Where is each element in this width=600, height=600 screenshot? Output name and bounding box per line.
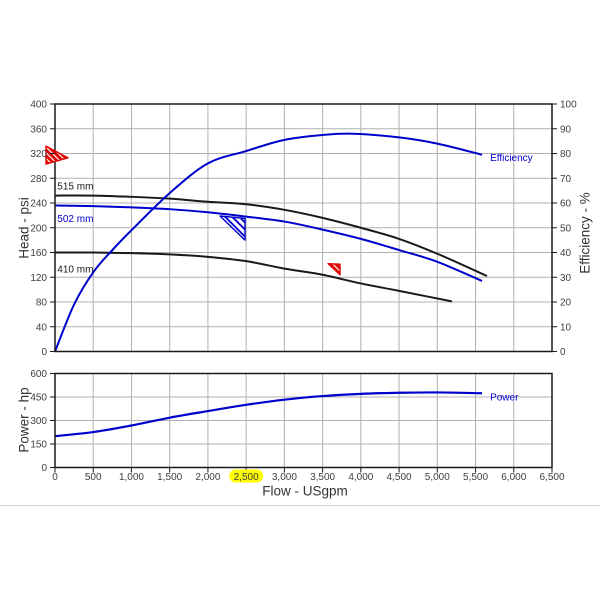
power-tick-label: 150: [30, 440, 47, 451]
power-tick-label: 300: [30, 416, 47, 427]
curve-410-mm: [54, 251, 453, 303]
flow-tick-label: 1,500: [157, 472, 182, 483]
head-tick-label: 360: [30, 124, 47, 135]
gridlines: [55, 104, 552, 468]
flow-tick-label: 6,000: [501, 472, 526, 483]
efficiency-tick-label: 50: [560, 223, 572, 234]
flow-tick-label: 4,000: [348, 472, 373, 483]
efficiency-axis-title: Efficiency - %: [577, 192, 593, 274]
head-tick-label: 280: [30, 174, 47, 185]
flow-tick-label: 500: [85, 472, 102, 483]
blue-triangle-marker-duty: [219, 215, 246, 241]
flow-axis-title: Flow - USgpm: [262, 483, 348, 499]
efficiency-tick-label: 80: [560, 149, 572, 160]
head-tick-label: 0: [41, 347, 47, 358]
flow-tick-label: 4,500: [387, 472, 412, 483]
curve-label-power: Power: [490, 392, 519, 403]
power-axis-title: Power - hp: [16, 387, 32, 453]
flow-tick-label: 6,500: [539, 472, 564, 483]
flow-tick-label: 2,500: [234, 472, 259, 483]
efficiency-tick-label: 0: [560, 347, 566, 358]
head-tick-label: 320: [30, 149, 47, 160]
efficiency-tick-label: 20: [560, 298, 572, 309]
red-triangle-marker-left: [45, 145, 69, 165]
efficiency-tick-label: 100: [560, 100, 577, 111]
curve-515-mm: [54, 194, 488, 277]
power-tick-label: 0: [41, 463, 47, 474]
flow-tick-label: 0: [52, 472, 58, 483]
head-tick-label: 400: [30, 100, 47, 111]
highlighted-flow-tick: [229, 469, 264, 483]
efficiency-tick-label: 60: [560, 199, 572, 210]
efficiency-tick-label: 30: [560, 273, 572, 284]
head-tick-label: 40: [36, 322, 48, 333]
panel-divider: [0, 505, 600, 506]
power-tick-label: 450: [30, 393, 47, 404]
red-triangle-marker-right: [327, 262, 341, 276]
curve-label-efficiency: Efficiency: [490, 153, 533, 164]
flow-tick-label: 3,500: [310, 472, 335, 483]
flow-tick-label: 3,000: [272, 472, 297, 483]
curve-efficiency: [54, 132, 483, 352]
efficiency-tick-label: 90: [560, 124, 572, 135]
head-tick-label: 160: [30, 248, 47, 259]
efficiency-tick-label: 70: [560, 174, 572, 185]
efficiency-tick-label: 10: [560, 322, 572, 333]
head-axis-title: Head - psi: [16, 197, 32, 259]
flow-tick-label: 1,000: [119, 472, 144, 483]
curve-label-410-mm: 410 mm: [57, 264, 93, 275]
head-tick-label: 80: [36, 298, 48, 309]
power-tick-label: 600: [30, 369, 47, 380]
axis-ticks: [50, 103, 557, 473]
flow-tick-label: 2,000: [195, 472, 220, 483]
head-tick-label: 240: [30, 199, 47, 210]
curve-label-502-mm: 502 mm: [57, 214, 93, 225]
flow-tick-label: 5,000: [425, 472, 450, 483]
curve-power: [54, 391, 483, 438]
flow-tick-label: 5,500: [463, 472, 488, 483]
head-tick-label: 120: [30, 273, 47, 284]
head-tick-label: 200: [30, 223, 47, 234]
efficiency-tick-label: 40: [560, 248, 572, 259]
curve-label-515-mm: 515 mm: [57, 181, 93, 192]
curve-502-mm: [54, 204, 483, 282]
